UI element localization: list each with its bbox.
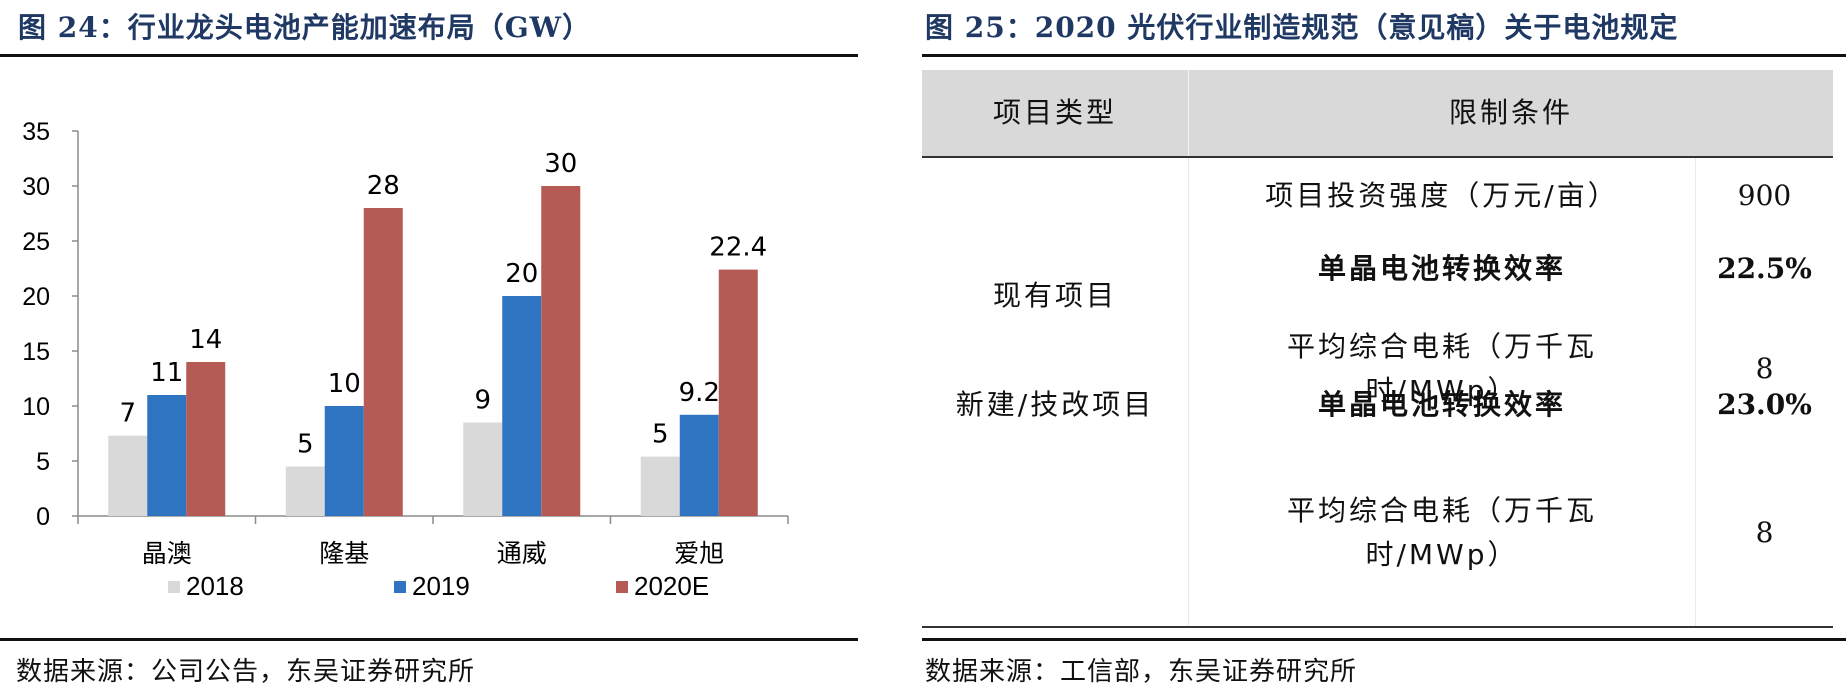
- bar: [108, 435, 148, 516]
- data-label: 11: [150, 358, 183, 388]
- table-bottom-rule: [922, 626, 1833, 628]
- row-value: 23.0%: [1717, 388, 1812, 421]
- data-label: 14: [189, 325, 222, 355]
- data-label: 28: [367, 171, 400, 201]
- bar: [541, 186, 581, 516]
- table-header: 项目类型 限制条件: [922, 70, 1833, 158]
- row-value: 22.5%: [1717, 252, 1812, 285]
- legend-label: 2020E: [634, 571, 709, 601]
- bar: [324, 406, 364, 516]
- row-item: 平均综合电耗（万千瓦时/MWp）: [1286, 330, 1597, 407]
- bar: [363, 208, 403, 516]
- legend-swatch: [168, 581, 180, 593]
- y-tick-label: 25: [22, 228, 50, 256]
- chart-source-note: 数据来源：公司公告，东吴证券研究所: [16, 657, 476, 687]
- regulation-table: 项目类型 限制条件 现有项目 项目投资强度（万元/亩） 900 单晶电池转换效率…: [922, 70, 1846, 630]
- data-label: 20: [505, 259, 538, 289]
- bar: [463, 422, 503, 516]
- y-tick-label: 20: [22, 283, 50, 311]
- y-tick-label: 5: [36, 448, 50, 476]
- data-label: 7: [119, 399, 136, 429]
- x-category-label: 爱旭: [674, 539, 724, 568]
- data-label: 22.4: [709, 233, 767, 263]
- chart-panel: 图 24：行业龙头电池产能加速布局（GW） 0 5 10 15 20 25 30 35 晶澳 7 1…: [0, 0, 858, 696]
- bar: [640, 456, 680, 516]
- data-label: 5: [652, 420, 669, 450]
- bar: [285, 466, 325, 516]
- x-category-label: 晶澳: [142, 539, 192, 568]
- data-label: 30: [544, 149, 577, 179]
- y-tick-label: 10: [22, 393, 50, 421]
- row-item: 平均综合电耗（万千瓦时/MWp）: [1286, 494, 1597, 571]
- y-tick-label: 35: [22, 118, 50, 146]
- row-item: 单晶电池转换效率: [1317, 252, 1566, 285]
- legend-swatch: [394, 581, 406, 593]
- title-rule: [0, 54, 858, 57]
- legend-label: 2019: [412, 571, 470, 601]
- title-rule: [922, 54, 1846, 57]
- x-category-label: 通威: [497, 539, 547, 568]
- row-item: 单晶电池转换效率: [1317, 388, 1566, 421]
- data-label: 9: [474, 386, 491, 416]
- data-label: 9.2: [679, 378, 720, 408]
- bar: [502, 296, 542, 516]
- x-category-label: 隆基: [319, 539, 369, 568]
- bar: [186, 362, 226, 516]
- legend-swatch: [616, 581, 628, 593]
- data-label: 5: [297, 430, 314, 460]
- y-tick-label: 0: [36, 503, 50, 531]
- header-project-type: 项目类型: [992, 96, 1117, 129]
- row-value: 8: [1755, 516, 1774, 549]
- bar: [147, 395, 187, 516]
- bar: [718, 269, 758, 516]
- source-rule: [922, 638, 1846, 641]
- group-type-existing: 现有项目: [992, 278, 1117, 312]
- table-source-note: 数据来源：工信部，东吴证券研究所: [925, 657, 1358, 687]
- row-value: 900: [1737, 179, 1792, 212]
- header-constraints: 限制条件: [1448, 96, 1573, 129]
- chart-title: 图 24：行业龙头电池产能加速布局（GW）: [18, 11, 592, 44]
- group-type-new-retrofit: 新建/技改项目: [955, 388, 1155, 421]
- table-panel: 图 25：2020 光伏行业制造规范（意见稿）关于电池规定 项目类型 限制条件 …: [922, 0, 1846, 696]
- row-value: 8: [1755, 352, 1774, 385]
- row-item: 项目投资强度（万元/亩）: [1265, 179, 1619, 212]
- table-title: 图 25：2020 光伏行业制造规范（意见稿）关于电池规定: [925, 11, 1679, 44]
- data-label: 10: [328, 369, 361, 399]
- y-tick-label: 15: [22, 338, 50, 366]
- source-rule: [0, 638, 858, 641]
- legend-label: 2018: [186, 571, 244, 601]
- y-tick-label: 30: [22, 173, 50, 201]
- bar: [679, 414, 719, 516]
